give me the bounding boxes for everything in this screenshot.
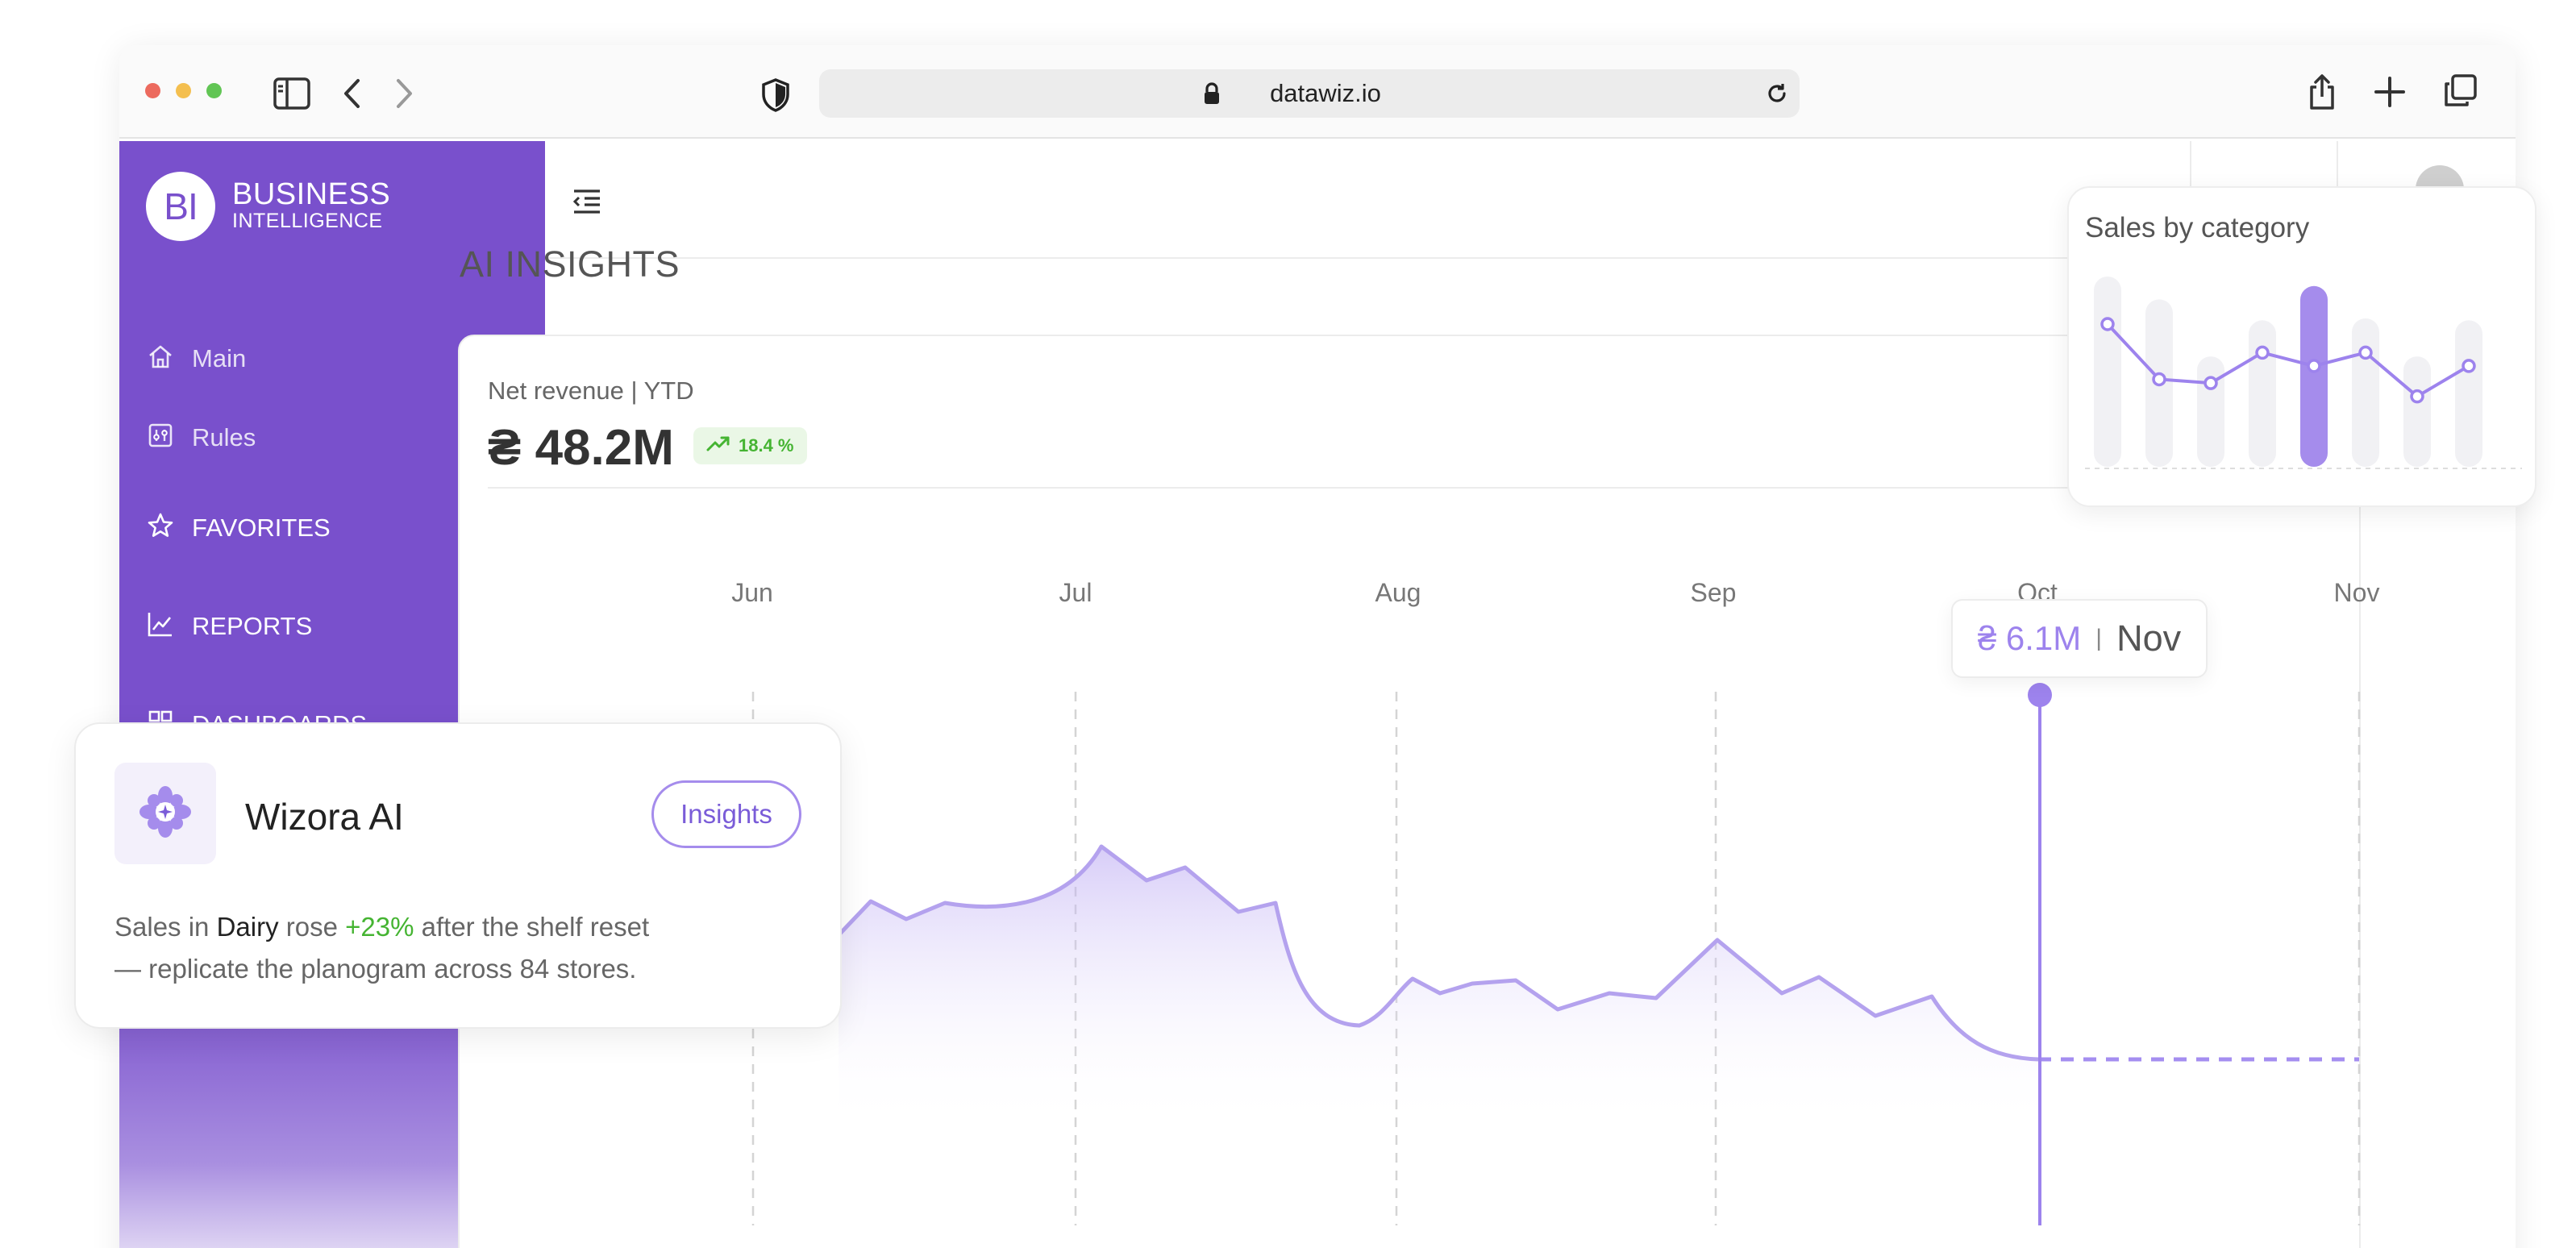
- card-divider: [488, 487, 2330, 489]
- tooltip-separator: |: [2095, 625, 2103, 651]
- shield-icon[interactable]: [758, 76, 793, 114]
- category-trend-point[interactable]: [2410, 389, 2424, 404]
- insight-text-part: after the shelf reset: [414, 912, 650, 942]
- sidebar-item-favorites[interactable]: FAVORITES: [147, 512, 331, 543]
- category-trend-point[interactable]: [2100, 317, 2115, 331]
- revenue-change-text: 18.4 %: [739, 435, 794, 456]
- category-bar[interactable]: [2094, 277, 2121, 467]
- sidebar-item-label: FAVORITES: [192, 513, 331, 542]
- page-title: AI INSIGHTS: [460, 243, 680, 285]
- maximize-window-button[interactable]: [206, 83, 222, 98]
- category-trend-point[interactable]: [2307, 359, 2321, 373]
- x-tick-label: Sep: [1690, 578, 1737, 607]
- insight-text-part: Sales in: [114, 912, 217, 942]
- logo-title: BUSINESS: [232, 177, 391, 211]
- insight-text: Sales in Dairy rose +23% after the shelf…: [114, 906, 808, 990]
- line-chart-icon: [147, 610, 174, 642]
- category-bar[interactable]: [2197, 356, 2224, 467]
- collapse-menu-icon[interactable]: [569, 183, 605, 218]
- browser-toolbar: datawiz.io: [119, 45, 2516, 139]
- tabs-icon[interactable]: [2441, 73, 2478, 110]
- logo-subtitle: INTELLIGENCE: [232, 210, 383, 232]
- wizora-logo: [114, 763, 216, 864]
- insight-change: +23%: [345, 912, 414, 942]
- category-trend-point[interactable]: [2204, 376, 2218, 390]
- x-tick-label: Aug: [1375, 578, 1421, 607]
- wizora-ai-card: Wizora AI Insights Sales in Dairy rose +…: [74, 722, 842, 1029]
- insight-category: Dairy: [216, 912, 279, 942]
- category-trend-point[interactable]: [2358, 345, 2373, 360]
- trend-up-icon: [706, 435, 730, 457]
- sales-by-category-chart: [2085, 277, 2522, 469]
- forward-icon[interactable]: [389, 74, 421, 113]
- category-trend-point[interactable]: [2255, 345, 2270, 360]
- lock-icon: [1201, 81, 1222, 106]
- url-text[interactable]: datawiz.io: [1270, 79, 1381, 107]
- x-tick-label: Jul: [1059, 578, 1092, 607]
- category-bar[interactable]: [2352, 318, 2379, 467]
- tooltip-month: Nov: [2116, 618, 2182, 659]
- oct-marker-dot[interactable]: [2028, 683, 2052, 707]
- sidebar-item-main[interactable]: Main: [147, 343, 246, 374]
- address-bar[interactable]: datawiz.io: [819, 69, 1800, 118]
- revenue-label: Net revenue | YTD: [488, 376, 694, 405]
- sidebar-item-rules[interactable]: Rules: [147, 422, 256, 453]
- sales-by-category-card: Sales by category: [2067, 186, 2536, 507]
- value-tooltip: ₴ 6.1M | Nov: [1951, 599, 2208, 678]
- sidebar-item-label: REPORTS: [192, 611, 313, 640]
- wizora-name: Wizora AI: [245, 796, 404, 838]
- rules-icon: [147, 422, 174, 453]
- category-bar[interactable]: [2300, 285, 2328, 467]
- revenue-value: ₴ 48.2M: [488, 420, 674, 476]
- category-bar[interactable]: [2455, 320, 2482, 467]
- category-bar[interactable]: [2403, 356, 2431, 467]
- insight-text-part: rose: [278, 912, 346, 942]
- sidebar-item-label: Main: [192, 343, 247, 372]
- tooltip-value: ₴ 6.1M: [1977, 619, 2082, 657]
- category-trend-point[interactable]: [2152, 372, 2166, 387]
- insights-button[interactable]: Insights: [651, 780, 801, 848]
- insight-text-part: — replicate the planogram across 84 stor…: [114, 954, 637, 984]
- plus-icon[interactable]: [2372, 74, 2407, 110]
- share-icon[interactable]: [2304, 69, 2340, 114]
- x-tick-label: Nov: [2333, 578, 2380, 607]
- star-icon: [147, 512, 174, 543]
- minimize-window-button[interactable]: [176, 83, 191, 98]
- logo-mark[interactable]: BI: [146, 172, 215, 241]
- home-icon: [147, 343, 174, 374]
- category-trend-line: [2106, 322, 2470, 398]
- category-bar[interactable]: [2249, 320, 2276, 467]
- x-tick-label: Jun: [731, 578, 773, 607]
- revenue-change-badge: 18.4 %: [693, 427, 807, 464]
- sales-by-category-title: Sales by category: [2085, 212, 2310, 243]
- reload-icon[interactable]: [1764, 81, 1790, 106]
- back-icon[interactable]: [335, 74, 368, 113]
- sidebar-toggle-icon[interactable]: [273, 74, 311, 113]
- revenue-area-fill: [839, 847, 2038, 1129]
- sidebar-item-reports[interactable]: REPORTS: [147, 610, 312, 642]
- sparkle-flower-icon: [138, 784, 193, 843]
- revenue-line: [837, 844, 2039, 1062]
- sidebar-item-label: Rules: [192, 422, 256, 451]
- close-window-button[interactable]: [145, 83, 160, 98]
- category-trend-point[interactable]: [2462, 359, 2476, 373]
